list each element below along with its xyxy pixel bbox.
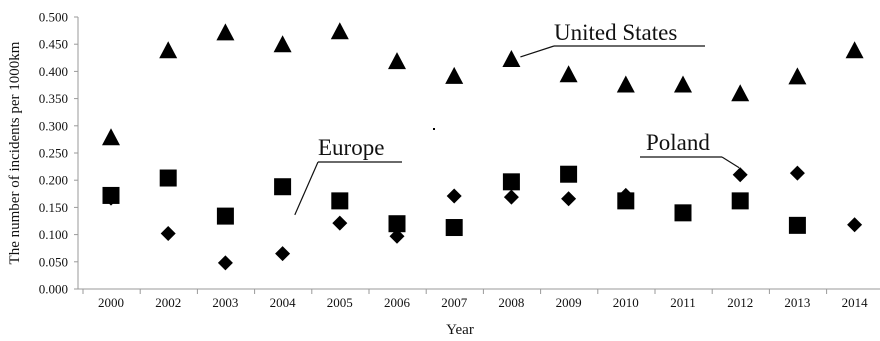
united-states-point — [788, 67, 807, 85]
poland-point — [217, 255, 233, 271]
united-states-point — [674, 75, 692, 93]
europe-point — [388, 215, 406, 233]
y-tick-label: 0.050 — [39, 254, 68, 269]
europe-point — [674, 204, 692, 222]
y-tick-label: 0.350 — [39, 91, 68, 106]
x-tick-label: 2012 — [727, 295, 753, 310]
y-tick-label: 0.250 — [39, 146, 68, 161]
x-tick-label: 2011 — [670, 295, 696, 310]
europe-point — [788, 216, 806, 234]
x-tick-label: 2000 — [98, 295, 124, 310]
annotation-leader — [721, 156, 740, 169]
y-axis: 0.000 0.050 0.100 0.150 0.200 0.250 0.300 0.350… — [39, 10, 79, 297]
x-tick-label: 2007 — [441, 295, 468, 310]
y-tick-label: 0.150 — [39, 200, 68, 215]
y-tick-label: 0.500 — [39, 10, 68, 25]
poland-point — [160, 226, 176, 242]
y-tick-label: 0.450 — [39, 37, 68, 52]
united-states-point — [445, 66, 464, 84]
y-tick-label: 0.000 — [39, 282, 68, 297]
annotations: United States Europe Poland — [294, 20, 740, 216]
y-tick-label: 0.200 — [39, 173, 68, 188]
data-points — [102, 22, 864, 271]
x-tick-label: 2004 — [270, 295, 297, 310]
x-tick-label: 2003 — [212, 295, 238, 310]
annotation-leader — [294, 161, 319, 216]
united-states-point — [330, 22, 349, 40]
x-tick-label: 2006 — [384, 295, 411, 310]
annotation-label: Europe — [318, 135, 384, 160]
europe-point — [560, 165, 578, 183]
poland-point — [446, 188, 462, 204]
stray-dot — [433, 128, 435, 130]
annotation-label: United States — [554, 20, 677, 45]
united-states-point — [731, 84, 750, 102]
united-states-point — [102, 128, 120, 146]
y-tick-label: 0.400 — [39, 64, 68, 79]
poland-point — [789, 165, 805, 181]
united-states-point — [616, 75, 635, 93]
poland-point — [389, 228, 405, 244]
united-states-point — [216, 23, 235, 41]
europe-point — [617, 192, 635, 210]
poland-point — [332, 215, 348, 231]
x-tick-label: 2008 — [498, 295, 524, 310]
united-states-point — [388, 52, 406, 70]
europe-point — [102, 186, 120, 204]
united-states-point — [273, 35, 292, 53]
united-states-point — [845, 41, 864, 59]
poland-point — [732, 167, 748, 183]
x-axis: 2000 2002 2003 2004 2005 2006 2007 2008 2009 2010… — [78, 288, 880, 310]
x-axis-title: Year — [446, 322, 474, 338]
poland-point — [275, 246, 291, 262]
united-states-point — [502, 49, 521, 67]
poland-point — [503, 189, 519, 205]
europe-point — [216, 207, 234, 225]
poland-point — [561, 191, 577, 207]
annotation-label: Poland — [646, 130, 710, 155]
y-tick-label: 0.100 — [39, 227, 68, 242]
x-tick-label: 2014 — [842, 295, 869, 310]
europe-point — [331, 192, 349, 210]
united-states-point — [159, 41, 178, 59]
europe-point — [159, 169, 177, 187]
europe-point — [274, 178, 292, 196]
europe-point — [731, 192, 749, 210]
y-axis-title: The number of incidents per 1000km — [7, 41, 23, 264]
x-tick-label: 2010 — [613, 295, 639, 310]
poland-point — [847, 217, 863, 233]
x-tick-label: 2002 — [155, 295, 181, 310]
y-tick-label: 0.300 — [39, 118, 68, 133]
x-tick-label: 2013 — [784, 295, 810, 310]
europe-point — [445, 219, 463, 237]
united-states-point — [559, 65, 578, 83]
x-tick-label: 2009 — [556, 295, 582, 310]
annotation-leader — [520, 45, 555, 58]
europe-point — [502, 173, 520, 191]
x-tick-label: 2005 — [327, 295, 353, 310]
